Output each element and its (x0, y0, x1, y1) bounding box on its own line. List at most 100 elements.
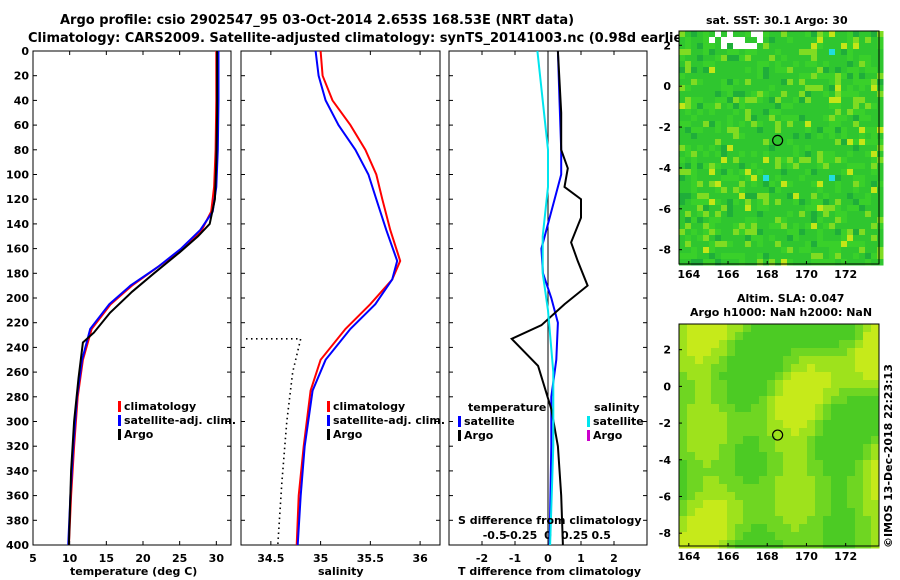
map-cell (703, 217, 710, 224)
map-cell (823, 396, 832, 405)
map-cell (877, 193, 884, 200)
map-cell (775, 79, 782, 86)
map-cell (739, 55, 746, 62)
map-cell (855, 372, 864, 381)
map-cell (715, 169, 722, 176)
map-cell (751, 436, 760, 445)
map-cell (679, 217, 686, 224)
map-cell (805, 139, 812, 146)
map-cell (703, 37, 710, 44)
difference-top-label: S difference from climatology (458, 514, 642, 527)
top-x-tick-label: -0.25 (506, 529, 538, 542)
map-cell (799, 452, 808, 461)
map-cell (703, 91, 710, 98)
map-cell (769, 133, 776, 140)
map-cell (841, 91, 848, 98)
map-cell (807, 380, 816, 389)
map-cell (751, 404, 760, 413)
map-cell (715, 151, 722, 158)
map-cell (799, 332, 808, 341)
map-cell (679, 121, 686, 128)
map-cell (793, 163, 800, 170)
map-cell (775, 540, 784, 549)
map-cell (847, 259, 854, 266)
map-cell (751, 364, 760, 373)
map-cell (793, 133, 800, 140)
map-cell (799, 247, 806, 254)
map-cell (823, 157, 830, 164)
map-cell (709, 91, 716, 98)
map-cell (829, 91, 836, 98)
map-cell (745, 205, 752, 212)
map-cell (751, 235, 758, 242)
y-tick-label: 300 (6, 416, 29, 429)
map-cell (715, 157, 722, 164)
map-cell (781, 229, 788, 236)
map-cell (799, 444, 808, 453)
map-cell (841, 229, 848, 236)
map-cell (859, 163, 866, 170)
map-cell (871, 332, 880, 341)
map-x-tick-label: 172 (834, 268, 857, 281)
map-cell (805, 121, 812, 128)
map-cell (745, 181, 752, 188)
map-y-tick-label: -8 (659, 527, 671, 540)
map-cell (691, 241, 698, 248)
map-cell (817, 235, 824, 242)
map-cell (841, 109, 848, 116)
map-cell (847, 181, 854, 188)
map-cell (685, 205, 692, 212)
map-cell (839, 476, 848, 485)
map-cell (841, 133, 848, 140)
map-cell (807, 396, 816, 405)
map-cell (783, 532, 792, 541)
map-cell (679, 157, 686, 164)
map-cell (871, 67, 878, 74)
map-cell (769, 199, 776, 206)
map-cell (815, 324, 824, 333)
map-cell (865, 199, 872, 206)
map-cell (853, 223, 860, 230)
map-cell (799, 181, 806, 188)
map-cell (871, 223, 878, 230)
map-cell (831, 404, 840, 413)
map-cell (847, 73, 854, 80)
map-cell (763, 157, 770, 164)
map-cell (855, 540, 864, 549)
map-cell (823, 484, 832, 493)
map-cell (709, 253, 716, 260)
map-cell (745, 259, 752, 266)
salinity-legend-label: climatology (333, 400, 405, 413)
x-tick-label: 35.5 (357, 552, 384, 565)
map-cell (829, 151, 836, 158)
map-cell (865, 193, 872, 200)
map-cell (775, 91, 782, 98)
map-cell (743, 468, 752, 477)
map-cell (775, 139, 782, 146)
map-cell (811, 193, 818, 200)
map-cell (871, 532, 880, 541)
figure-title-line1: Argo profile: csio 2902547_95 03-Oct-201… (60, 13, 574, 28)
map-cell (847, 484, 856, 493)
difference-salinity-legend-label: satellite (593, 415, 644, 428)
map-cell (793, 259, 800, 266)
map-cell (703, 532, 712, 541)
map-cell (815, 348, 824, 357)
map-cell (793, 247, 800, 254)
map-cell (823, 404, 832, 413)
map-cell (733, 205, 740, 212)
map-cell (817, 139, 824, 146)
map-cell (817, 85, 824, 92)
map-cell (799, 187, 806, 194)
map-cell (823, 217, 830, 224)
map-cell (805, 61, 812, 68)
map-cell (695, 516, 704, 525)
map-cell (715, 259, 722, 266)
map-cell (847, 348, 856, 357)
map-cell (703, 476, 712, 485)
map-y-tick-label: 0 (663, 380, 671, 393)
map-cell (727, 109, 734, 116)
map-cell (799, 97, 806, 104)
map-cell (763, 133, 770, 140)
map-cell (805, 109, 812, 116)
